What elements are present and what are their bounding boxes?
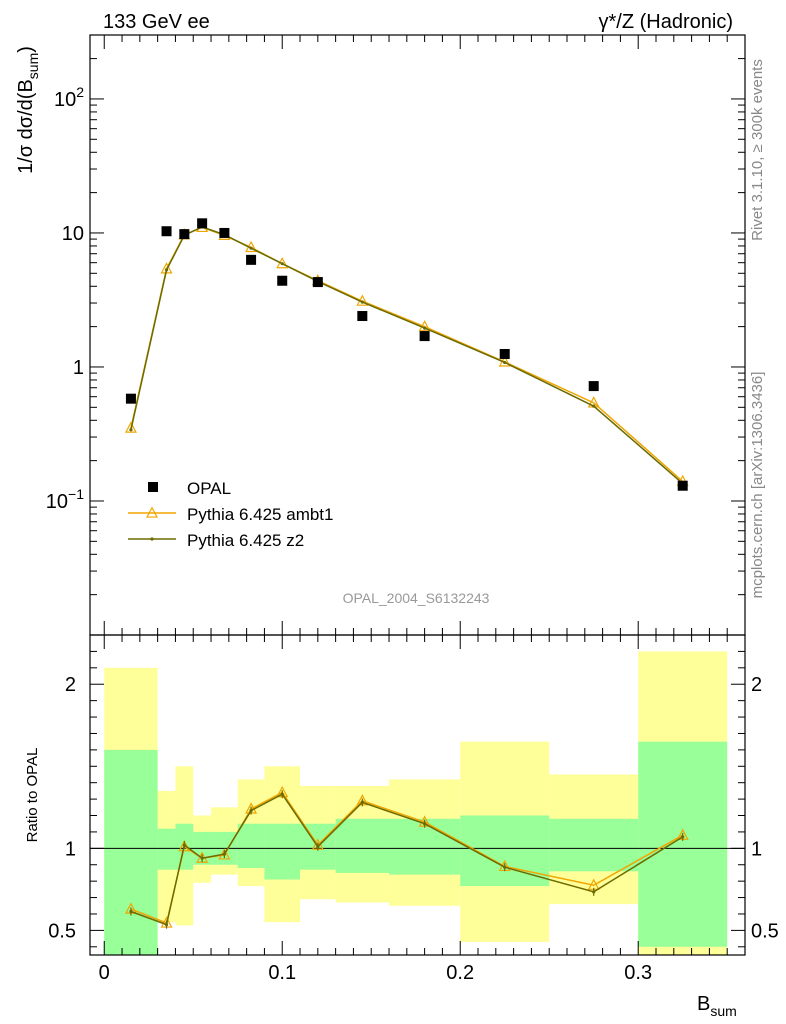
- ambt1-point: [124, 421, 137, 433]
- band-inner: [335, 818, 390, 873]
- band-inner: [389, 818, 461, 875]
- ambt1-point: [418, 319, 431, 332]
- ratio-z2-point: [592, 890, 596, 894]
- legend-ambt1-marker: [146, 506, 158, 518]
- opal-point: [246, 254, 257, 265]
- band-inner: [104, 749, 158, 955]
- opal-point: [219, 227, 230, 238]
- opal-point: [161, 226, 172, 237]
- ratio-z2-point: [182, 843, 186, 847]
- z2-line: [130, 226, 684, 485]
- z2-point: [423, 326, 427, 330]
- z2-point: [360, 300, 364, 304]
- legend-z2-label: Pythia 6.425 z2: [187, 531, 304, 550]
- opal-point: [419, 331, 430, 342]
- opal-point: [312, 277, 323, 288]
- band-inner: [549, 818, 639, 872]
- opal-point: [277, 275, 288, 286]
- legend: OPAL Pythia 6.425 ambt1 Pythia 6.425 z2: [128, 479, 333, 550]
- ratio-z2-point: [681, 835, 685, 839]
- opal-point: [499, 348, 510, 359]
- main-ytick-label: 10−1: [46, 486, 84, 513]
- ratio-ytick-label-right: 0.5: [751, 920, 779, 942]
- ratio-ytick-label: 1: [65, 838, 76, 860]
- x-axis-label: Bsum: [697, 993, 737, 1019]
- opal-point: [125, 393, 136, 404]
- ratio-frame: [89, 634, 746, 956]
- z2-point: [129, 428, 133, 432]
- axes: 10−1 1 10 102 0 0.1 0.2 0.3 0.5 0.5 1 1 2 2: [46, 34, 779, 984]
- ratio-ytick-label-right: 1: [751, 838, 762, 860]
- opal-point: [677, 480, 688, 491]
- ratio-z2-point: [164, 923, 169, 927]
- band-inner: [157, 828, 176, 870]
- opal-point: [588, 381, 599, 392]
- ratio-ylabel: Ratio to OPAL: [24, 748, 41, 843]
- main-ytick-label: 102: [54, 84, 84, 111]
- opal-point: [197, 218, 208, 229]
- z2-point: [503, 360, 507, 365]
- main-ytick-label: 1: [73, 357, 84, 379]
- x-tick-label: 0.3: [624, 962, 652, 984]
- side-label-top: Rivet 3.1.10, ≥ 300k events: [749, 59, 766, 241]
- x-tick-label: 0.1: [268, 962, 296, 984]
- main-ytick-label: 10: [62, 223, 84, 245]
- ratio-z2-point: [222, 852, 226, 856]
- ratio-z2-point: [280, 792, 284, 796]
- legend-opal-label: OPAL: [187, 479, 231, 498]
- ratio-z2-point: [360, 800, 364, 804]
- legend-opal-marker: [148, 482, 158, 492]
- ratio-panel-marks: [90, 785, 745, 929]
- ratio-z2-point: [129, 909, 133, 914]
- ratio-ytick-label: 2: [65, 674, 76, 696]
- main-ylabel: 1/σ dσ/d(Bsum): [15, 46, 41, 174]
- ratio-z2-point: [200, 856, 204, 860]
- x-tick-label: 0: [99, 962, 110, 984]
- ratio-z2-point: [503, 865, 507, 869]
- main-panel-marks: [124, 218, 689, 491]
- header-right: γ*/Z (Hadronic): [599, 11, 733, 33]
- watermark: OPAL_2004_S6132243: [343, 590, 490, 606]
- header-left: 133 GeV ee: [103, 11, 210, 33]
- opal-point: [179, 229, 190, 240]
- ratio-z2-point: [316, 845, 320, 849]
- ratio-uncertainty-bands: [104, 651, 728, 955]
- z2-point: [592, 404, 596, 408]
- legend-z2-marker: [150, 537, 154, 541]
- x-tick-label: 0.2: [446, 962, 474, 984]
- z2-point: [249, 246, 253, 250]
- ratio-ytick-label-right: 2: [751, 674, 762, 696]
- legend-ambt1-label: Pythia 6.425 ambt1: [187, 505, 333, 524]
- z2-point: [164, 268, 169, 272]
- side-label-bottom: mcplots.cern.ch [arXiv:1306.3436]: [749, 372, 766, 599]
- ambt1-line: [130, 226, 684, 482]
- band-inner: [237, 823, 265, 869]
- ratio-z2-point: [423, 822, 427, 826]
- opal-point: [357, 311, 368, 322]
- z2-point: [280, 262, 284, 266]
- ratio-z2-point: [249, 808, 253, 813]
- ratio-ytick-label: 0.5: [48, 920, 76, 942]
- band-inner: [638, 741, 728, 947]
- band-inner: [264, 823, 301, 880]
